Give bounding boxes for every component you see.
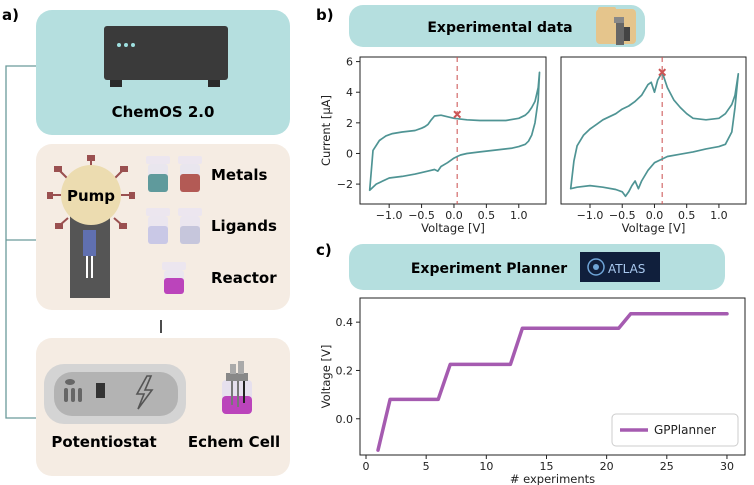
y-tick-label: 0.0 [336,413,354,426]
reactor-label: Reactor [211,269,277,287]
connector-bracket [5,65,36,419]
panel-label-c: c) [316,241,332,259]
plot-frame [560,56,747,205]
x-tick-label: 1.0 [710,209,728,222]
reactor-vial-icon [162,262,186,294]
potentiostat-label: Potentiostat [51,433,156,451]
x-tick-label: −0.5 [408,209,435,222]
y-axis-label: Voltage [V] [319,345,333,409]
ligand-vials-icon [146,208,202,244]
x-tick-label: 30 [720,460,734,473]
x-tick-label: 15 [539,460,553,473]
panel-label-b: b) [316,6,334,24]
gpplanner-series-line [376,311,729,452]
legend-box [611,413,739,447]
metal-vials-icon [146,156,202,192]
y-tick-label: 2 [346,117,353,130]
cv-series-line [368,71,541,192]
x-tick-label: −1.0 [376,209,403,222]
x-tick-label: 0.5 [478,209,496,222]
y-tick-label: 0.2 [336,364,354,377]
x-tick-label: 0.5 [678,209,696,222]
echem-cell-label: Echem Cell [188,433,280,451]
x-tick-label: −1.0 [577,209,604,222]
plot-frame [359,56,547,205]
cv-chart-left: −1.0 −0.5 0.0 0.5 1.0 −2 0 2 4 6 Voltage [V] Curren… [319,56,547,235]
y-tick-label: −2 [337,178,353,191]
atlas-logo: ATLAS [580,252,660,282]
x-tick-label: 0.0 [646,209,664,222]
echem-cell-icon [222,361,252,414]
x-axis-label: Voltage [V] [421,221,485,235]
x-tick-label: 1.0 [510,209,528,222]
experimental-data-title: Experimental data [427,20,572,36]
experiment-planner-title: Experiment Planner [411,261,567,277]
x-tick-label: −0.5 [609,209,636,222]
x-axis-label: # experiments [510,472,595,485]
pump-icon [47,155,135,298]
selected-point-marker [658,68,667,77]
y-axis-label: Current [µA] [319,95,333,166]
selected-point-marker [453,110,462,119]
plot-frame [359,297,746,456]
y-tick-label: 0 [346,147,353,160]
y-tick-label: 0.4 [336,316,354,329]
experimental-data-banner [349,5,645,47]
cv-series-line [569,71,740,198]
ligands-label: Ligands [211,217,277,235]
chemos-label: ChemOS 2.0 [112,103,215,121]
metals-label: Metals [211,166,268,184]
x-axis-label: Voltage [V] [622,221,686,235]
x-tick-label: 5 [423,460,430,473]
server-icon [104,26,228,87]
x-tick-label: 0.0 [445,209,463,222]
planner-chart: 0 5 10 15 20 25 30 0.0 0.2 0.4 # experiments Voltag… [319,297,746,485]
x-tick-label: 25 [660,460,674,473]
panel-label-a: a) [2,6,19,24]
data-folder-icon [596,7,636,45]
legend-label: GPPlanner [654,423,716,437]
pump-label: Pump [67,187,115,205]
y-tick-label: 6 [346,56,353,69]
x-tick-label: 20 [600,460,614,473]
y-tick-label: 4 [346,86,353,99]
cv-chart-right: −1.0 −0.5 0.0 0.5 1.0 Voltage [V] [560,56,747,235]
x-tick-label: 0 [363,460,370,473]
potentiostat-icon [44,364,186,424]
x-tick-label: 10 [479,460,493,473]
atlas-logo-text: ATLAS [608,262,645,276]
